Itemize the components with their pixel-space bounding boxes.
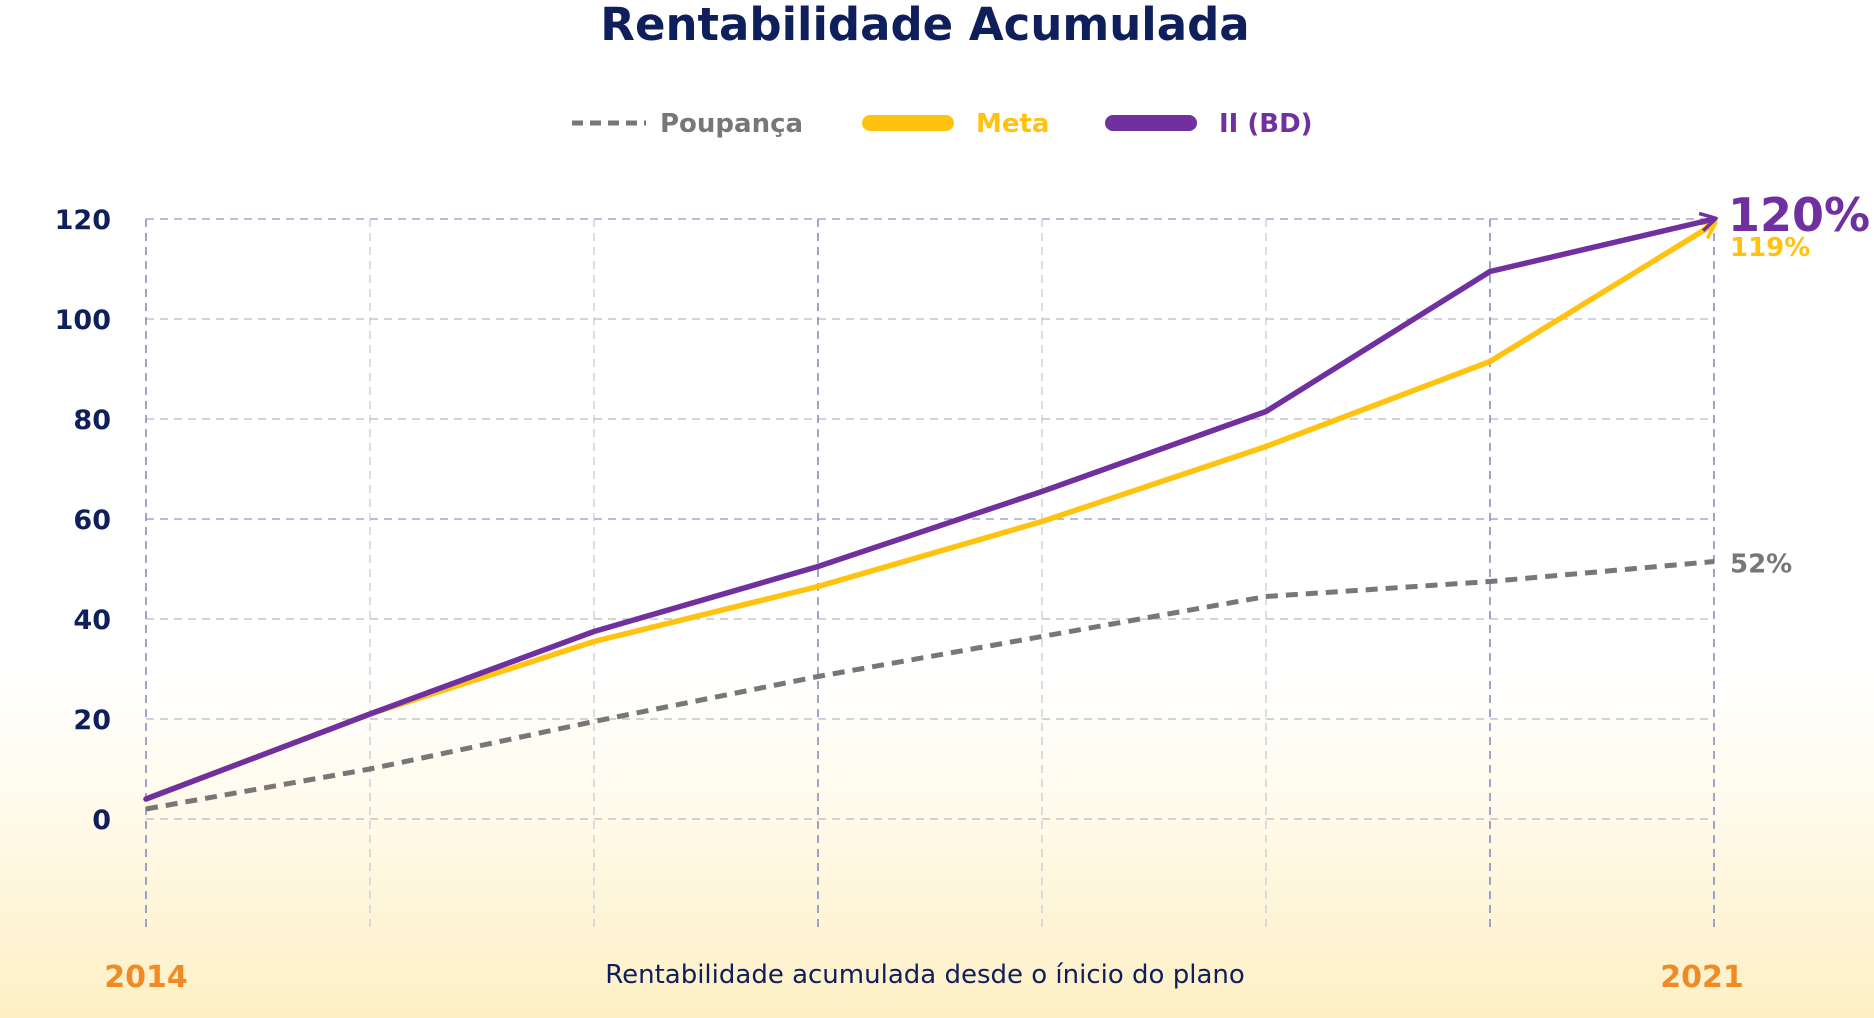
y-tick-label: 100 [55,305,111,336]
end-label-2: 120% [1728,188,1870,242]
y-axis-ticks: 0 20 40 60 80 100 120 [55,205,111,836]
y-tick-label: 60 [73,505,111,536]
x-tick-end: 2021 [1660,960,1744,995]
chart-title: Rentabilidade Acumulada [600,0,1249,51]
legend-item-0: Poupança [572,109,803,139]
x-axis-label: Rentabilidade acumulada desde o ínicio d… [605,960,1245,990]
end-label-1: 119% [1730,233,1810,263]
end-label-0: 52% [1730,550,1792,580]
legend-item-2: II (BD) [1105,109,1313,139]
legend-item-1: Meta [862,109,1049,139]
y-tick-label: 0 [92,805,111,836]
legend-label: II (BD) [1219,109,1313,139]
end-labels: 52% 119%120% [1728,188,1870,580]
grid [145,218,1715,929]
y-tick-label: 20 [73,705,111,736]
legend-label: Meta [976,109,1049,139]
y-tick-label: 120 [55,205,111,236]
legend: Poupança Meta II (BD) [572,109,1313,139]
y-tick-label: 40 [73,605,111,636]
y-tick-label: 80 [73,405,111,436]
legend-label: Poupança [660,109,803,139]
x-tick-start: 2014 [104,960,188,995]
series-lines [143,211,1718,812]
series-line-0 [145,559,1715,812]
series-line-2 [143,211,1718,802]
